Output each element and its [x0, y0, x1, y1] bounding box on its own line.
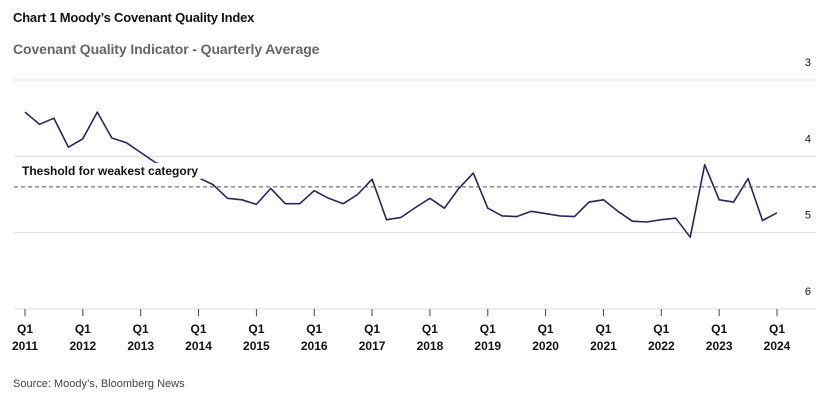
y-axis-ticks: 3 4 5 6 — [805, 57, 811, 298]
chart-subtitle: Covenant Quality Indicator - Quarterly A… — [13, 41, 320, 57]
x-tick-quarter-label: Q1 — [17, 322, 33, 336]
x-tick-quarter-label: Q1 — [248, 322, 264, 336]
x-tick-year-label: 2012 — [69, 339, 96, 353]
x-tick-year-label: 2016 — [301, 339, 328, 353]
x-tick-year-label: 2018 — [417, 339, 444, 353]
series-line-0 — [24, 111, 778, 238]
grid-lines — [14, 79, 816, 310]
x-tick-year-label: 2021 — [590, 339, 617, 353]
x-tick-quarter-label: Q1 — [133, 322, 149, 336]
x-tick-year-label: 2023 — [706, 339, 733, 353]
x-tick-quarter-label: Q1 — [364, 322, 380, 336]
y-tick-label: 4 — [805, 133, 811, 145]
y-tick-label: 6 — [805, 286, 811, 298]
x-tick-year-label: 2017 — [359, 339, 386, 353]
x-tick-year-label: 2015 — [243, 339, 270, 353]
x-tick-quarter-label: Q1 — [538, 322, 554, 336]
series-group — [24, 111, 778, 238]
x-tick-quarter-label: Q1 — [769, 322, 785, 336]
x-tick-quarter-label: Q1 — [480, 322, 496, 336]
x-tick-quarter-label: Q1 — [595, 322, 611, 336]
y-tick-label: 5 — [805, 210, 811, 222]
x-axis-ticks: Q1 2011 Q1 2012 Q1 2013 Q1 2014 Q1 2015 Q1 2016 Q1 20… — [12, 309, 791, 353]
x-tick-year-label: 2014 — [185, 339, 212, 353]
x-tick-quarter-label: Q1 — [306, 322, 322, 336]
x-tick-year-label: 2020 — [532, 339, 559, 353]
threshold-label: Theshold for weakest category — [22, 164, 198, 178]
x-tick-year-label: 2022 — [648, 339, 675, 353]
x-tick-quarter-label: Q1 — [191, 322, 207, 336]
y-tick-label: 3 — [805, 57, 811, 69]
x-tick-year-label: 2024 — [764, 339, 791, 353]
chart-title: Chart 1 Moody’s Covenant Quality Index — [13, 10, 255, 25]
threshold-line-group: Theshold for weakest category — [14, 162, 816, 188]
threshold-label-background — [19, 162, 202, 179]
source-note: Source: Moody’s, Bloomberg News — [13, 378, 185, 390]
x-tick-year-label: 2013 — [127, 339, 154, 353]
x-tick-year-label: 2011 — [12, 339, 38, 353]
x-tick-quarter-label: Q1 — [422, 322, 438, 336]
x-tick-year-label: 2019 — [474, 339, 501, 353]
x-tick-quarter-label: Q1 — [653, 322, 669, 336]
x-tick-quarter-label: Q1 — [711, 322, 727, 336]
x-tick-quarter-label: Q1 — [75, 322, 91, 336]
